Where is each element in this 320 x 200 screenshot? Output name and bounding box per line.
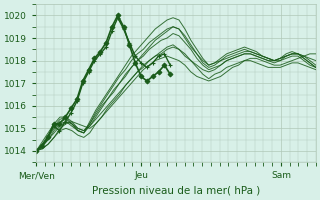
X-axis label: Pression niveau de la mer( hPa ): Pression niveau de la mer( hPa ) xyxy=(92,186,260,196)
